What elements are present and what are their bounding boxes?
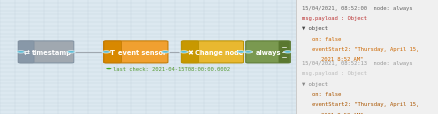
Text: T: T: [110, 49, 115, 55]
Text: last check: 2021-04-15T08:00:00.0002: last check: 2021-04-15T08:00:00.0002: [113, 66, 230, 71]
Circle shape: [180, 51, 188, 54]
FancyBboxPatch shape: [246, 41, 290, 63]
Text: msg.payload : Object: msg.payload : Object: [302, 16, 367, 21]
Text: Change node: Change node: [194, 49, 243, 55]
FancyBboxPatch shape: [18, 41, 74, 63]
Text: 2021 8:52 AM": 2021 8:52 AM": [321, 57, 364, 62]
Circle shape: [161, 51, 170, 54]
Text: timestamp: timestamp: [32, 49, 71, 55]
Circle shape: [283, 51, 292, 54]
Text: ▼ object: ▼ object: [302, 26, 328, 31]
Text: event sensor: event sensor: [118, 49, 166, 55]
Text: 15/04/2021, 08:52:00  node: always: 15/04/2021, 08:52:00 node: always: [302, 6, 413, 11]
FancyBboxPatch shape: [279, 42, 290, 63]
FancyBboxPatch shape: [18, 42, 34, 63]
FancyBboxPatch shape: [296, 0, 438, 114]
Text: ⇄: ⇄: [23, 49, 29, 55]
FancyBboxPatch shape: [104, 42, 121, 63]
Circle shape: [102, 51, 111, 54]
Circle shape: [244, 51, 253, 54]
Text: 2021 8:52 AM": 2021 8:52 AM": [321, 112, 364, 114]
Text: eventStart2: "Thursday, April 15,: eventStart2: "Thursday, April 15,: [312, 101, 419, 106]
Circle shape: [237, 51, 245, 54]
Text: on: false: on: false: [312, 36, 341, 41]
FancyBboxPatch shape: [181, 41, 244, 63]
Text: eventStart2: "Thursday, April 15,: eventStart2: "Thursday, April 15,: [312, 47, 419, 52]
Text: ▼ object: ▼ object: [302, 81, 328, 86]
Circle shape: [16, 51, 25, 54]
FancyBboxPatch shape: [182, 42, 199, 63]
Text: ✖: ✖: [187, 49, 193, 55]
Text: always: always: [255, 49, 281, 55]
Text: on: false: on: false: [312, 91, 341, 96]
FancyBboxPatch shape: [103, 41, 168, 63]
Circle shape: [106, 68, 111, 70]
Circle shape: [67, 51, 76, 54]
Text: 15/04/2021, 08:52:13  node: always: 15/04/2021, 08:52:13 node: always: [302, 60, 413, 65]
Text: msg.payload : Object: msg.payload : Object: [302, 71, 367, 76]
